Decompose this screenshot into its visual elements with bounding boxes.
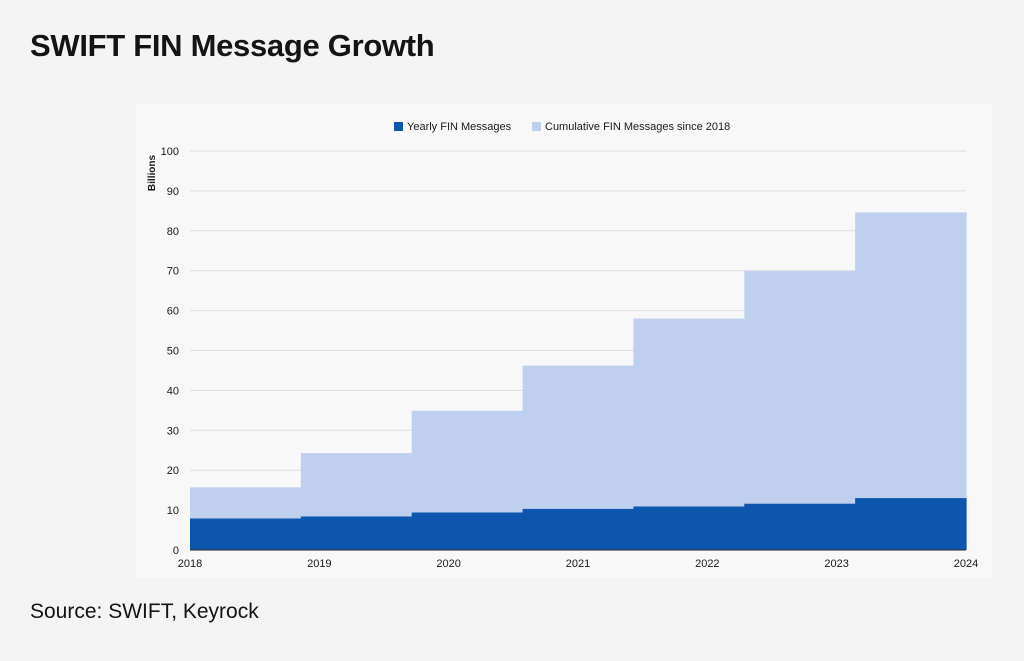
- legend-label-yearly: Yearly FIN Messages: [407, 121, 512, 133]
- chart-card: Yearly FIN Messages Cumulative FIN Messa…: [136, 104, 992, 578]
- yearly-step: [411, 512, 524, 550]
- source-note: Source: SWIFT, Keyrock: [30, 600, 259, 623]
- legend-swatch-yearly: [394, 122, 403, 131]
- yearly-step: [744, 503, 856, 550]
- y-tick-label: 50: [167, 346, 179, 358]
- y-tick-label: 40: [167, 385, 179, 397]
- cumulative-step: [744, 271, 856, 550]
- x-tick-label: 2024: [954, 558, 978, 570]
- y-tick-label: 90: [167, 186, 179, 198]
- y-tick-label: 0: [173, 545, 179, 557]
- yearly-step: [300, 516, 413, 550]
- cumulative-step: [855, 212, 967, 551]
- y-tick-labels: 0 10 20 30 40 50 60 70 80 90 100: [161, 146, 179, 557]
- chart-legend: Yearly FIN Messages Cumulative FIN Messa…: [394, 121, 730, 133]
- page-title: SWIFT FIN Message Growth: [30, 28, 435, 63]
- fin-message-chart: Yearly FIN Messages Cumulative FIN Messa…: [147, 121, 978, 570]
- y-tick-label: 30: [167, 425, 179, 437]
- y-axis-label: Billions: [147, 155, 158, 192]
- x-tick-label: 2020: [436, 558, 460, 570]
- y-tick-label: 100: [161, 146, 179, 158]
- y-tick-label: 20: [167, 465, 179, 477]
- yearly-step: [855, 498, 967, 550]
- x-tick-label: 2019: [307, 558, 331, 570]
- legend-swatch-cumulative: [532, 122, 541, 131]
- yearly-step: [522, 508, 635, 550]
- y-tick-label: 70: [167, 266, 179, 278]
- yearly-step: [633, 506, 745, 550]
- x-tick-labels: 2018 2019 2020 2021 2022 2023 2024: [178, 558, 978, 570]
- legend-label-cumulative: Cumulative FIN Messages since 2018: [545, 121, 730, 133]
- y-tick-label: 80: [167, 226, 179, 238]
- y-tick-label: 10: [167, 505, 179, 517]
- chart-areas: [190, 212, 967, 551]
- x-tick-label: 2023: [824, 558, 848, 570]
- x-tick-label: 2018: [178, 558, 202, 570]
- x-tick-label: 2021: [566, 558, 590, 570]
- yearly-step: [190, 518, 302, 550]
- y-tick-label: 60: [167, 306, 179, 318]
- x-tick-label: 2022: [695, 558, 719, 570]
